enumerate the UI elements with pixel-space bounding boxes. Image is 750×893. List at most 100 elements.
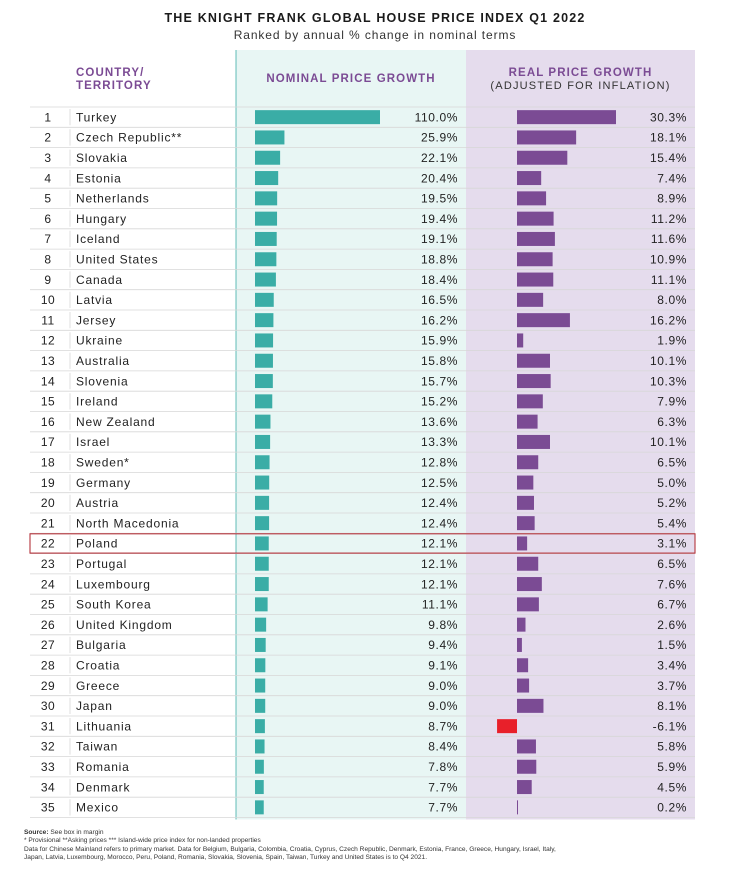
real-value-label: 10.1% [650,435,687,449]
real-value-label: 6.7% [657,598,687,612]
real-value-label: 7.4% [657,171,687,185]
nominal-bar [255,414,271,429]
chart-title: THE KNIGHT FRANK GLOBAL HOUSE PRICE INDE… [164,11,586,25]
nominal-value-label: 18.8% [421,252,458,266]
country-label: Hungary [76,212,127,226]
country-label: United States [76,252,158,266]
rank-label: 35 [41,801,55,815]
country-label: Croatia [76,658,120,672]
real-value-label: 8.1% [657,699,687,713]
country-label: Portugal [76,557,127,571]
real-bar [517,800,518,815]
nominal-bar [255,658,266,673]
nominal-bar [255,516,270,531]
country-label: Latvia [76,293,113,307]
real-value-label: 6.5% [657,557,687,571]
nominal-value-label: 12.1% [421,537,458,551]
nominal-value-label: 18.4% [421,273,458,287]
country-label: Romania [76,760,130,774]
real-bar [517,191,547,206]
country-label: Slovenia [76,374,128,388]
nominal-bar [255,536,269,551]
real-bar [517,658,529,673]
real-value-label: 8.0% [657,293,687,307]
country-label: Netherlands [76,192,150,206]
country-label: Australia [76,354,130,368]
nominal-bar [255,292,274,307]
rank-label: 13 [41,354,55,368]
rank-label: 17 [41,435,55,449]
nominal-value-label: 110.0% [415,110,458,124]
country-label: Iceland [76,232,120,246]
real-value-label: 3.4% [657,658,687,672]
country-label: Luxembourg [76,577,151,591]
nominal-value-label: 19.5% [421,192,458,206]
nominal-bar [255,333,274,348]
real-bar [517,211,554,226]
rank-label: 4 [44,171,51,185]
nominal-bar [255,171,279,186]
rank-label: 32 [41,740,55,754]
rank-label: 6 [44,212,51,226]
real-value-label: 5.2% [657,496,687,510]
real-value-label: 1.9% [657,334,687,348]
rank-label: 26 [41,618,55,632]
rank-label: 30 [41,699,55,713]
nominal-value-label: 22.1% [421,151,458,165]
real-value-label: 10.1% [650,354,687,368]
country-label: Sweden* [76,455,130,469]
header-country-line2: TERRITORY [76,80,152,92]
real-bar [517,231,555,246]
country-label: North Macedonia [76,516,179,530]
nominal-value-label: 15.7% [421,374,458,388]
rank-label: 20 [41,496,55,510]
rank-label: 25 [41,598,55,612]
real-bar [517,414,538,429]
nominal-value-label: 9.0% [428,679,458,693]
real-bar [517,292,544,307]
rank-label: 24 [41,577,55,591]
nominal-value-label: 15.2% [421,395,458,409]
nominal-value-label: 12.4% [421,496,458,510]
real-bar [517,617,526,632]
nominal-bar [255,394,273,409]
nominal-value-label: 7.7% [428,801,458,815]
real-value-label: 3.7% [657,679,687,693]
real-value-label: 15.4% [650,151,687,165]
nominal-bar [255,475,270,490]
country-label: South Korea [76,598,152,612]
country-label: Estonia [76,171,122,185]
rank-label: 28 [41,658,55,672]
real-bar [517,637,522,652]
nominal-bar [255,556,269,571]
price-index-chart: COUNTRY/TERRITORY NOMINAL PRICE GROWTH REA… [29,50,696,820]
nominal-value-label: 9.4% [428,638,458,652]
nominal-bar [255,252,277,267]
real-value-label: -6.1% [653,719,687,733]
country-label: Canada [76,273,123,287]
nominal-value-label: 12.4% [421,516,458,530]
real-bar [517,110,616,125]
country-label: Israel [76,435,110,449]
nominal-bar [255,678,266,693]
country-label: Taiwan [76,740,118,754]
real-bar [517,556,539,571]
data-note-1: Data for Chinese Mainland refers to prim… [24,845,556,853]
real-bar [517,495,534,510]
real-bar [517,272,554,287]
country-label: Czech Republic** [76,131,182,145]
rank-label: 31 [41,719,55,733]
real-value-label: 8.9% [657,192,687,206]
nominal-value-label: 16.2% [421,313,458,327]
real-value-label: 11.2% [651,212,687,226]
nominal-value-label: 12.8% [421,455,458,469]
real-value-label: 0.2% [657,801,687,815]
nominal-value-label: 12.1% [421,577,458,591]
nominal-bar [255,759,264,774]
nominal-bar [255,800,264,815]
real-bar [517,475,534,490]
chart-subtitle: Ranked by annual % change in nominal ter… [233,28,517,42]
real-value-label: 16.2% [650,313,687,327]
real-bar [517,678,530,693]
header-country-line1: COUNTRY/ [76,67,144,79]
